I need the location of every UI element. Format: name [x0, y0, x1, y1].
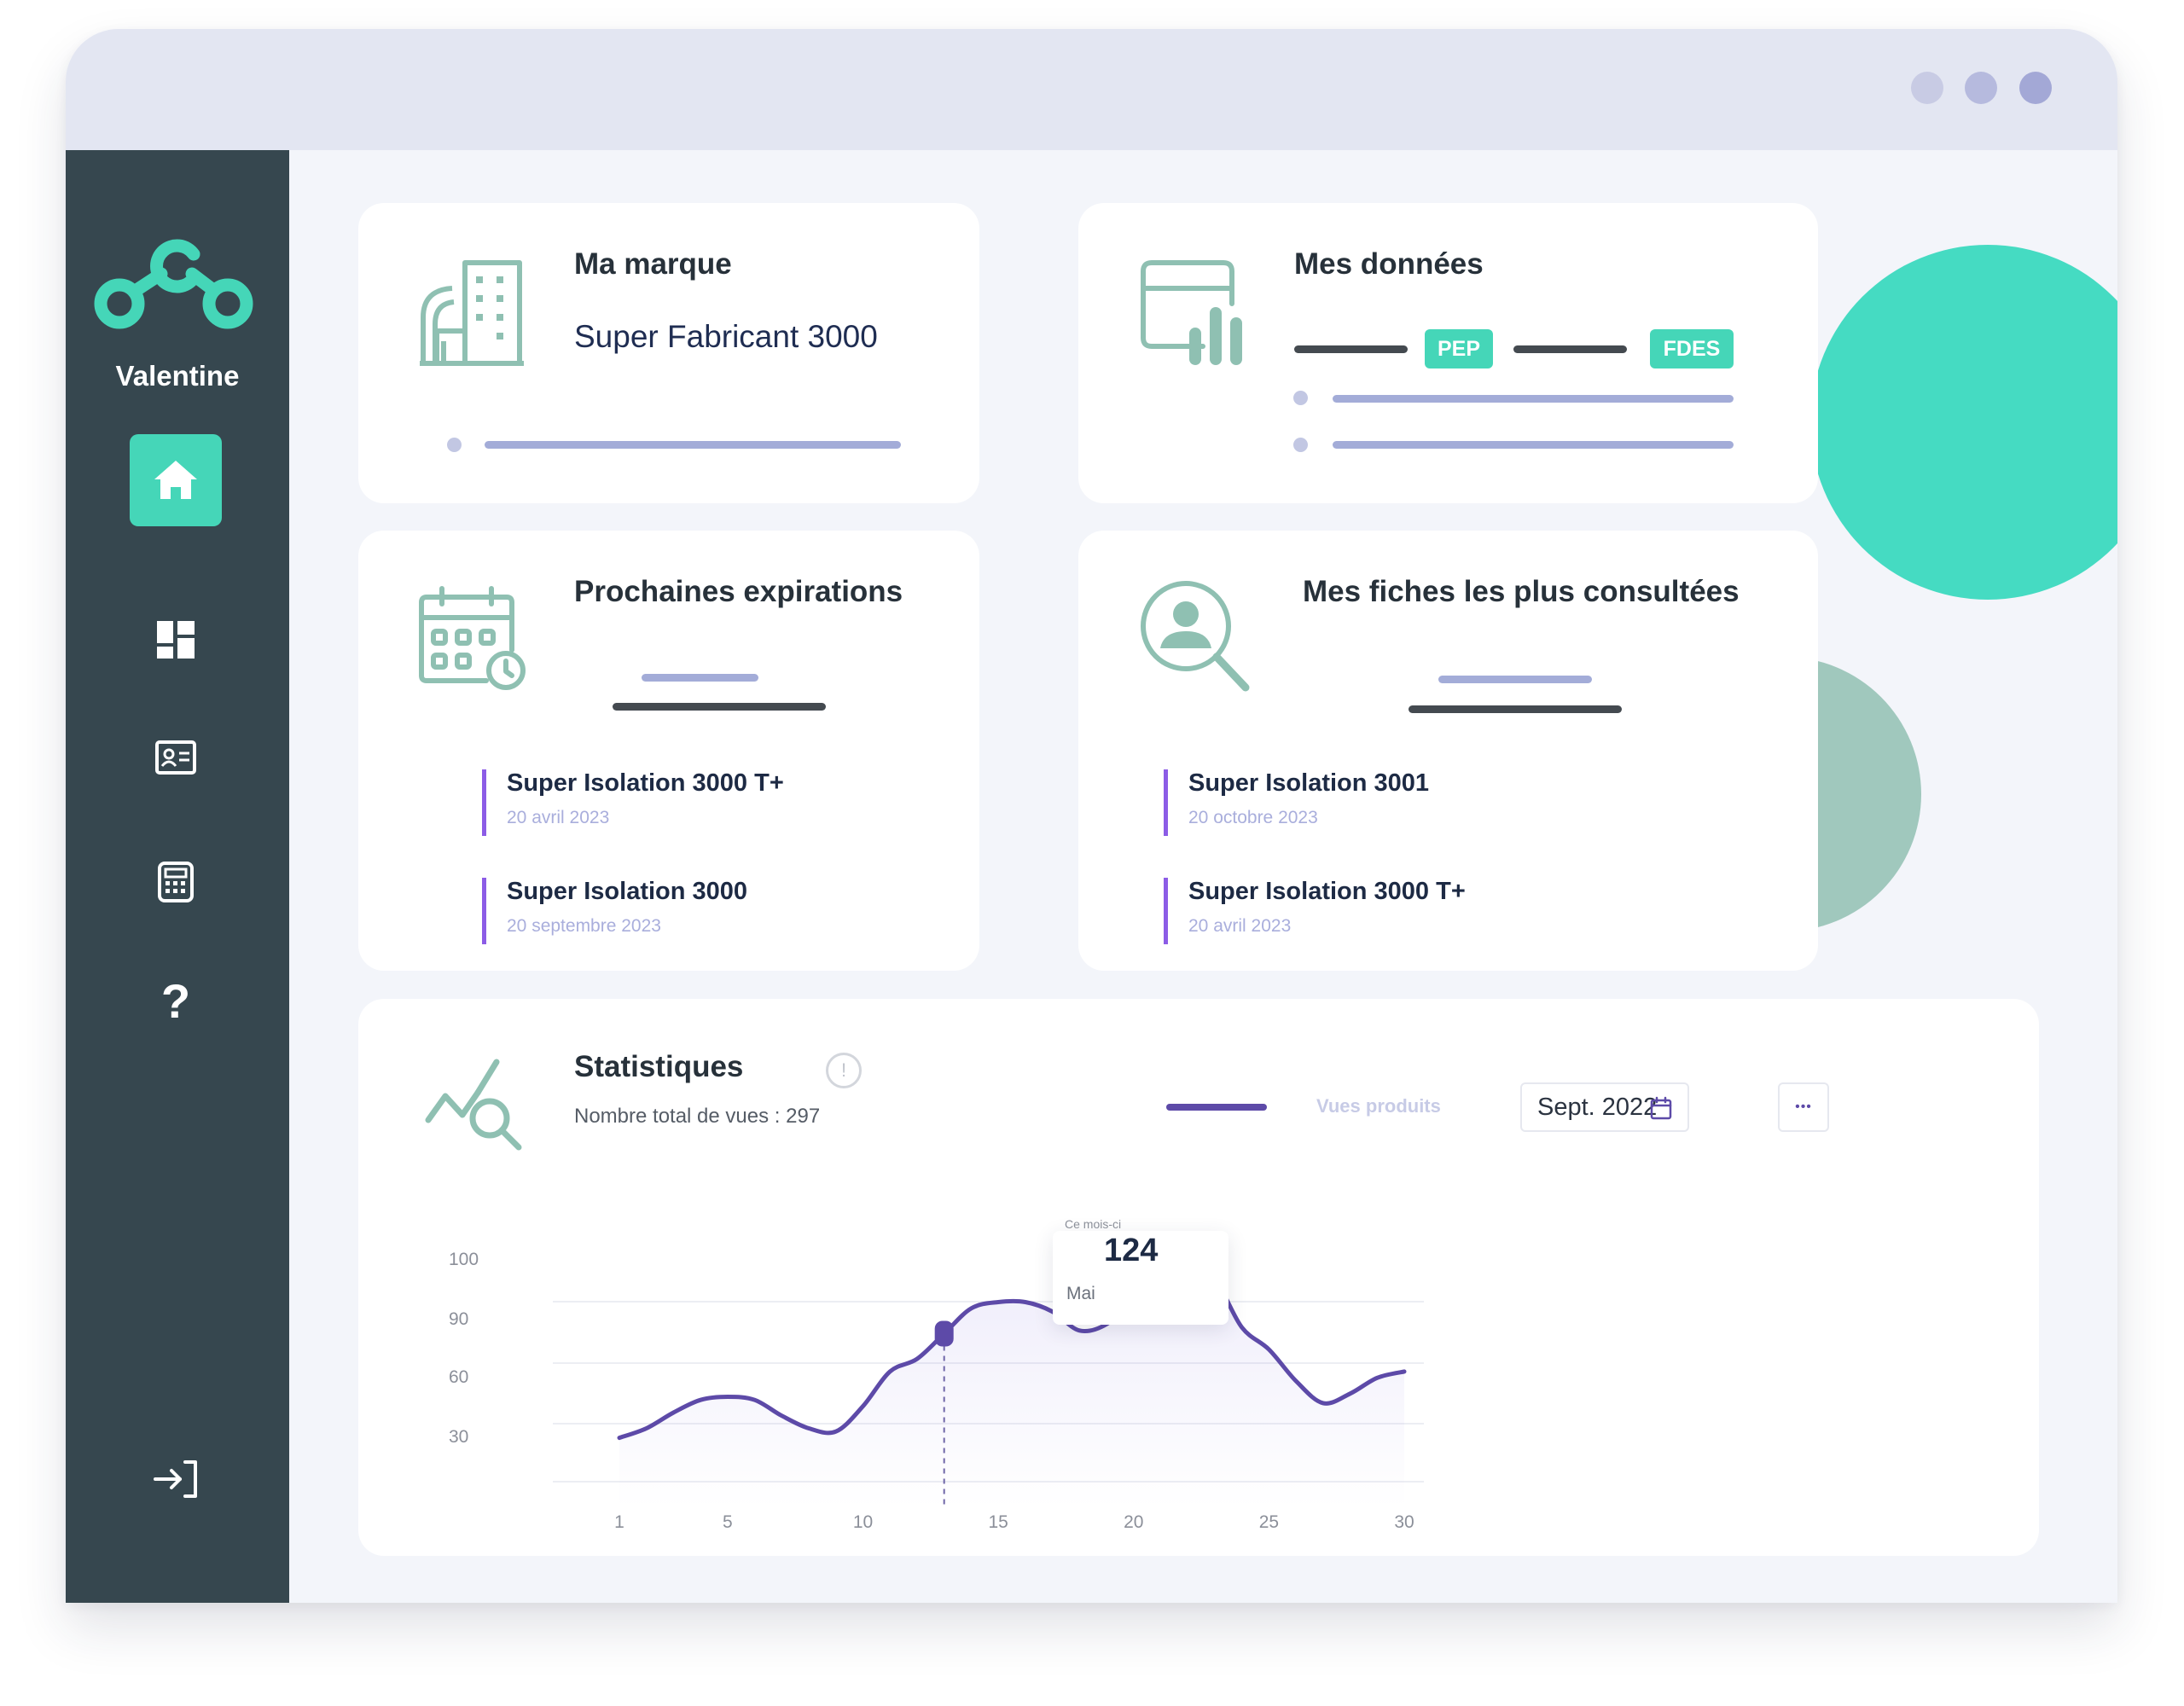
- list-item[interactable]: Super Isolation 3000 T+ 20 avril 2023: [482, 769, 784, 836]
- legend-swatch: [1166, 1104, 1267, 1111]
- sidebar: Valentine: [66, 150, 289, 1603]
- header-bar: [1438, 676, 1592, 683]
- decorative-circle-teal: [1810, 245, 2117, 600]
- app-window: Valentine: [66, 29, 2117, 1603]
- title-bar: [66, 29, 2117, 150]
- x-tick-label: 15: [988, 1512, 1008, 1532]
- molecule-logo-icon: [91, 235, 262, 342]
- brand-value: Super Fabricant 3000: [574, 319, 878, 354]
- list-dot: [1293, 391, 1308, 405]
- card-fiches-consultees[interactable]: Mes fiches les plus consultées Super Iso…: [1078, 531, 1818, 971]
- header-bar: [642, 674, 758, 682]
- list-dot: [1293, 438, 1308, 452]
- nav-dashboard[interactable]: [135, 599, 217, 681]
- stats-title: Statistiques: [574, 1050, 744, 1083]
- stats-subtitle: Nombre total de vues : 297: [574, 1105, 821, 1128]
- card-title: Ma marque: [574, 247, 732, 281]
- item-name: Super Isolation 3000 T+: [1188, 878, 1466, 905]
- chart-tooltip: Ce mois-ci 124 Mai: [1053, 1217, 1228, 1325]
- tag-fdes[interactable]: FDES: [1650, 329, 1734, 368]
- x-tick-label: 5: [723, 1512, 733, 1532]
- card-title: Mes fiches les plus consultées: [1303, 575, 1740, 608]
- data-bar: [1294, 345, 1408, 353]
- calendar-clock-icon: [419, 586, 526, 690]
- data-bar: [1513, 345, 1627, 353]
- header-bar: [1409, 705, 1622, 713]
- tooltip-caption: Ce mois-ci: [1065, 1217, 1122, 1231]
- y-tick-label: 60: [449, 1367, 468, 1387]
- card-title: Mes données: [1294, 247, 1484, 281]
- item-date: 20 avril 2023: [1188, 916, 1292, 936]
- info-icon[interactable]: !: [826, 1053, 862, 1088]
- window-dot-2[interactable]: [1965, 72, 1997, 104]
- x-tick-label: 1: [614, 1512, 624, 1532]
- brand-name: Valentine: [115, 360, 240, 392]
- card-statistiques: Statistiques ! Nombre total de vues : 29…: [358, 999, 2039, 1556]
- trend-search-icon: [425, 1059, 522, 1151]
- user-search-icon: [1141, 581, 1250, 692]
- data-point-marker: [934, 1320, 954, 1347]
- tooltip-value: 124: [1104, 1233, 1159, 1268]
- list-item[interactable]: Super Isolation 3001 20 octobre 2023: [1164, 769, 1429, 836]
- tag-pep[interactable]: PEP: [1425, 329, 1493, 368]
- more-icon: •••: [1795, 1100, 1812, 1114]
- progress-bar: [485, 441, 901, 449]
- series-area: [619, 1270, 1404, 1507]
- date-picker-value: Sept. 2022: [1537, 1093, 1658, 1121]
- y-tick-label: 30: [449, 1427, 468, 1447]
- building-icon: [420, 260, 524, 366]
- x-tick-label: 10: [853, 1512, 873, 1532]
- nav-calculator[interactable]: [135, 841, 217, 923]
- legend-label: Vues produits: [1316, 1095, 1441, 1117]
- home-icon: [154, 461, 197, 499]
- list-item[interactable]: Super Isolation 3000 T+ 20 avril 2023: [1164, 878, 1466, 944]
- calculator-icon: [158, 862, 194, 902]
- y-tick-label: 100: [449, 1250, 479, 1269]
- item-date: 20 octobre 2023: [1188, 808, 1318, 827]
- item-name: Super Isolation 3000: [507, 878, 748, 905]
- x-tick-label: 30: [1394, 1512, 1414, 1532]
- item-name: Super Isolation 3000 T+: [507, 769, 784, 797]
- card-ma-marque[interactable]: Ma marque Super Fabricant 3000: [358, 203, 979, 503]
- dashboard-icon: [157, 621, 195, 659]
- window-dot-1[interactable]: [1911, 72, 1943, 104]
- id-card-icon: [155, 740, 196, 775]
- series-line: [617, 1268, 1407, 1441]
- data-bar: [1333, 441, 1734, 449]
- calendar-icon: [1650, 1096, 1672, 1120]
- help-icon: ?: [160, 973, 191, 1028]
- nav-id-card[interactable]: [135, 717, 217, 798]
- data-bar: [1333, 395, 1734, 403]
- card-title: Prochaines expirations: [574, 575, 903, 608]
- date-picker[interactable]: Sept. 2022: [1520, 1082, 1689, 1132]
- x-tick-label: 20: [1124, 1512, 1143, 1532]
- item-name: Super Isolation 3001: [1188, 769, 1430, 797]
- nav-help[interactable]: ?: [135, 960, 217, 1042]
- list-item[interactable]: Super Isolation 3000 20 septembre 2023: [482, 878, 747, 944]
- card-prochaines-expirations[interactable]: Prochaines expirations Super Isolation 3…: [358, 531, 979, 971]
- window-dot-3[interactable]: [2019, 72, 2052, 104]
- logout-icon: [154, 1460, 197, 1498]
- header-bar: [613, 703, 826, 711]
- nav-home[interactable]: [130, 434, 222, 526]
- item-date: 20 avril 2023: [507, 808, 610, 827]
- x-tick-label: 25: [1259, 1512, 1279, 1532]
- info-glyph: !: [840, 1059, 847, 1081]
- more-options-button[interactable]: •••: [1778, 1082, 1829, 1132]
- item-date: 20 septembre 2023: [507, 916, 661, 936]
- y-tick-label: 90: [449, 1309, 468, 1329]
- data-window-icon: [1141, 260, 1242, 365]
- progress-dot: [447, 438, 462, 452]
- nav-logout[interactable]: [135, 1438, 217, 1520]
- card-mes-donnees[interactable]: Mes données PEP FDES: [1078, 203, 1818, 503]
- tooltip-label: Mai: [1066, 1284, 1095, 1303]
